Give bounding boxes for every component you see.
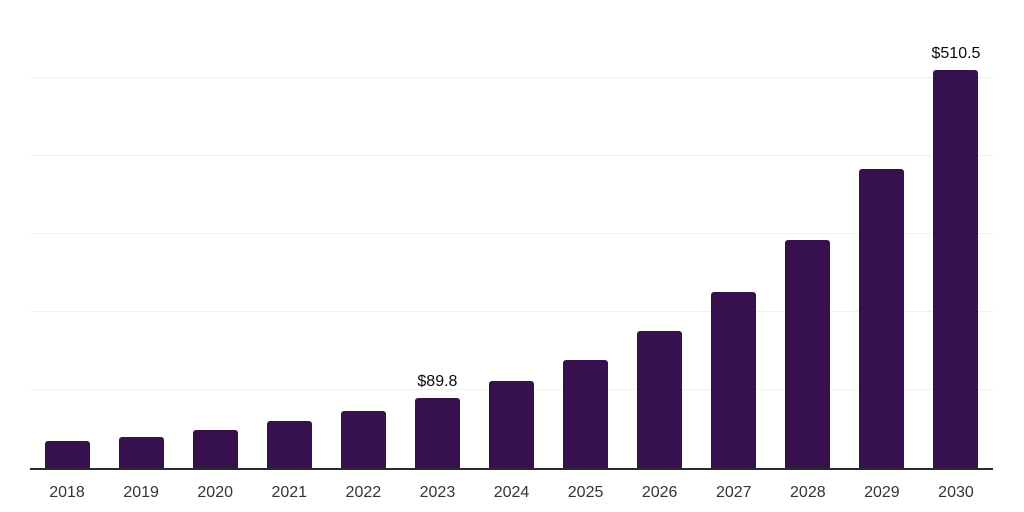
bar-2021	[266, 420, 312, 468]
x-tick-label-2020: 2020	[197, 484, 233, 501]
bar-slot-2021	[252, 0, 326, 468]
bar-2019	[118, 436, 164, 468]
bar-2025	[563, 359, 609, 468]
bar-slot-2027	[697, 0, 771, 468]
bar-slot-2025	[549, 0, 623, 468]
bar-slot-2026	[623, 0, 697, 468]
bar-2029	[859, 169, 905, 468]
bar-2022	[340, 410, 386, 468]
bar-value-label-2023: $89.8	[417, 372, 458, 390]
x-tick-label-2029: 2029	[864, 484, 900, 501]
bar-2030	[933, 69, 979, 468]
bar-slot-2029	[845, 0, 919, 468]
bar-slot-2020	[178, 0, 252, 468]
x-tick-label-2027: 2027	[715, 484, 752, 501]
bar-value-label-2030: $510.5	[931, 44, 981, 62]
x-tick-label-2025: 2025	[567, 484, 604, 501]
x-tick-label-2023: 2023	[419, 484, 456, 501]
x-axis-labels: 2018 2019 2020 2021 2022 2023 2024 2025 2026 2027…	[30, 470, 993, 512]
bar-2023	[414, 397, 460, 468]
x-tick-label-2030: 2030	[938, 484, 974, 501]
bar-slot-2024	[474, 0, 548, 468]
gridline-500	[30, 77, 993, 78]
x-tick-label-2019: 2019	[123, 484, 159, 501]
gridline-300	[30, 233, 993, 234]
bar-2024	[489, 381, 534, 468]
gridline-400	[30, 155, 993, 156]
x-tick-label-2026: 2026	[641, 484, 678, 501]
x-tick-label-2021: 2021	[271, 484, 308, 501]
bar-2026	[637, 331, 683, 468]
bar-slot-2019	[104, 0, 178, 468]
bars-container: $89.8 $510.5	[30, 0, 993, 468]
x-tick-label-2022: 2022	[345, 484, 382, 501]
bar-slot-2022	[326, 0, 400, 468]
bar-2018	[44, 441, 90, 468]
bar-slot-2030: $510.5	[919, 0, 993, 468]
bar-slot-2018	[30, 0, 104, 468]
bar-2027	[711, 292, 757, 468]
x-tick-label-2028: 2028	[790, 484, 826, 501]
bar-2020	[192, 430, 238, 468]
x-tick-label-2024: 2024	[493, 484, 530, 501]
bar-slot-2028	[771, 0, 845, 468]
bar-2028	[785, 240, 831, 468]
plot-area: $89.8 $510.5	[30, 0, 993, 470]
gridline-200	[30, 311, 993, 312]
x-tick-label-2018: 2018	[49, 484, 85, 501]
bar-slot-2023: $89.8	[400, 0, 474, 468]
